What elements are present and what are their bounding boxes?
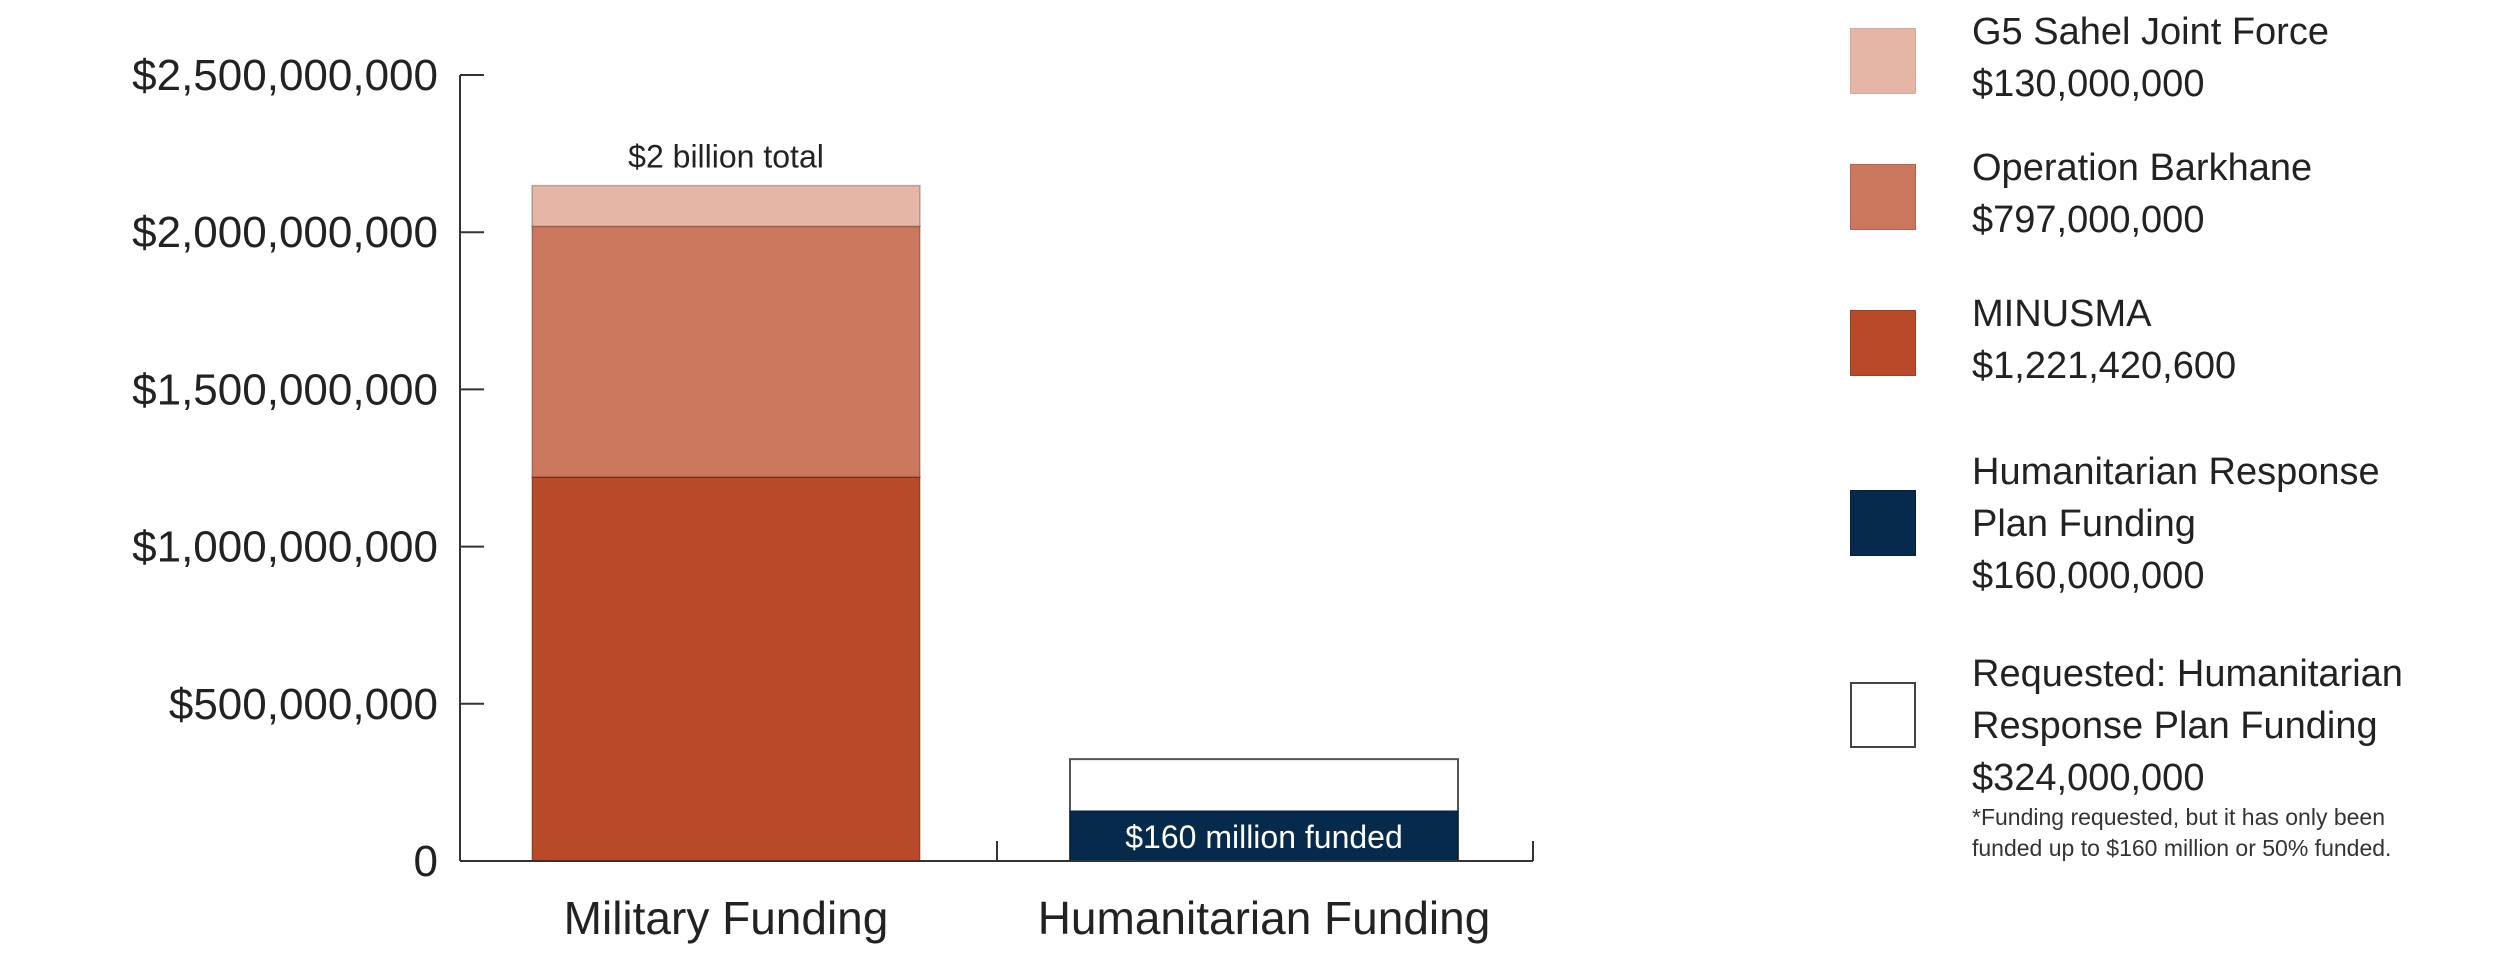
y-tick-label: $500,000,000 <box>169 680 438 729</box>
bar-minusma <box>531 476 921 862</box>
chart-annotations: $2 billion total $160 million funded <box>628 139 1403 855</box>
y-tick-label: $1,000,000,000 <box>132 523 438 572</box>
legend-swatch-operation-barkhane <box>1850 164 1916 230</box>
legend-amount: $160,000,000 <box>1972 555 2205 597</box>
x-axis-labels: Military Funding Humanitarian Funding <box>564 892 1491 944</box>
bar-annotation: $2 billion total <box>628 139 824 175</box>
y-axis-ticks: 0 $500,000,000 $1,000,000,000 $1,500,000,00… <box>132 51 484 886</box>
axes <box>459 75 1534 862</box>
legend-swatch-humanitarian-funded <box>1850 490 1916 556</box>
legend-label: G5 Sahel Joint Force <box>1972 11 2329 53</box>
chart: 0 $500,000,000 $1,000,000,000 $1,500,000,00… <box>132 51 1534 944</box>
legend-label: Plan Funding <box>1972 503 2196 545</box>
legend-amount: $1,221,420,600 <box>1972 345 2237 387</box>
legend-label: Operation Barkhane <box>1972 147 2313 189</box>
bars <box>531 184 1459 862</box>
legend-swatch-g5-sahel <box>1850 28 1916 94</box>
y-tick-label: $1,500,000,000 <box>132 365 438 414</box>
legend-amount: $324,000,000 <box>1972 757 2205 799</box>
legend-swatch-humanitarian-requested <box>1850 682 1916 748</box>
y-tick-label: $2,500,000,000 <box>132 51 438 100</box>
bar-g5-sahel-joint-force <box>531 184 921 228</box>
bar-annotation: $160 million funded <box>1125 819 1403 855</box>
legend-footnote: *Funding requested, but it has only been <box>1972 804 2386 830</box>
legend-label: Humanitarian Response <box>1972 451 2380 493</box>
y-tick-label: $2,000,000,000 <box>132 208 438 257</box>
legend-swatch-minusma <box>1850 310 1916 376</box>
bar-operation-barkhane <box>531 225 921 478</box>
y-tick-label: 0 <box>414 837 438 886</box>
legend-label: MINUSMA <box>1972 293 2152 335</box>
legend-label: Requested: Humanitarian <box>1972 653 2403 695</box>
x-tick-label: Military Funding <box>564 892 889 944</box>
legend-label: Response Plan Funding <box>1972 705 2378 747</box>
x-tick-label: Humanitarian Funding <box>1038 892 1491 944</box>
legend-amount: $130,000,000 <box>1972 63 2205 105</box>
legend-footnote: funded up to $160 million or 50% funded. <box>1972 835 2392 861</box>
legend-amount: $797,000,000 <box>1972 199 2205 241</box>
